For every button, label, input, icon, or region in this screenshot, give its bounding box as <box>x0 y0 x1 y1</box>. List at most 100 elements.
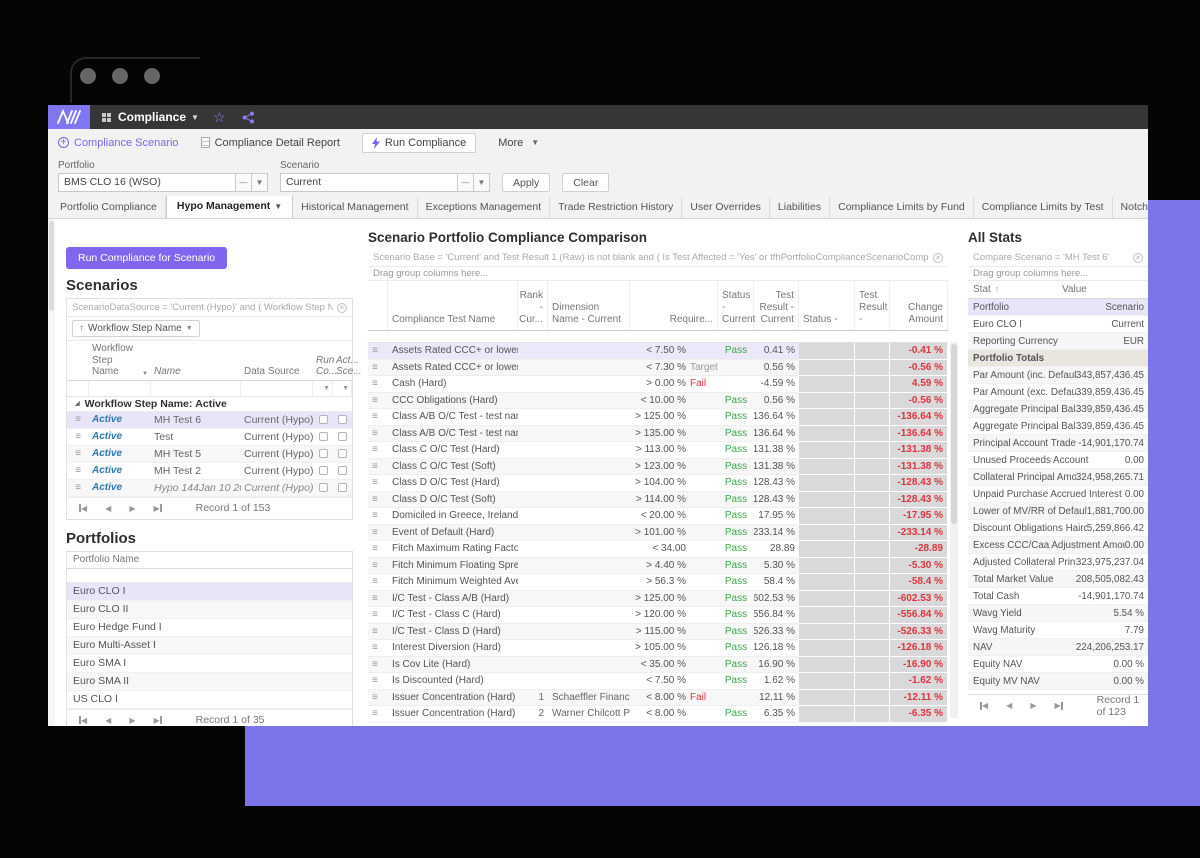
scenario-row[interactable]: ≡ Active MH Test 6 Current (Hypo) <box>67 411 352 429</box>
apply-button[interactable]: Apply <box>502 173 551 192</box>
compliance-row[interactable]: ≡ Issuer Concentration (Hard) 2 Warner C… <box>368 706 948 723</box>
portfolio-row[interactable]: Euro Multi-Asset I <box>67 636 352 655</box>
stat-row[interactable]: Collateral Principal Amount 324,958,265.… <box>968 469 1148 486</box>
stat-row[interactable]: Equity NAV 0.00 % <box>968 656 1148 673</box>
stat-row[interactable]: Total Market Value 208,505,082.43 <box>968 571 1148 588</box>
last-page-button[interactable]: ▶ <box>153 715 162 725</box>
compliance-row[interactable]: ≡ Class C O/C Test (Soft) > 123.00 % Pas… <box>368 458 948 475</box>
run-compliance-checkbox[interactable] <box>313 466 333 475</box>
drag-handle-icon[interactable]: ≡ <box>75 414 81 425</box>
active-scenario-checkbox[interactable] <box>333 415 352 424</box>
portfolio-filter-row[interactable] <box>67 569 352 583</box>
compliance-row[interactable]: ≡ I/C Test - Class D (Hard) > 115.00 % P… <box>368 623 948 640</box>
compliance-detail-report-button[interactable]: Compliance Detail Report <box>200 137 340 149</box>
group-row[interactable]: ◢ Workflow Step Name: Active <box>67 397 352 412</box>
share-icon[interactable] <box>242 111 255 124</box>
active-scenario-checkbox[interactable] <box>333 483 352 492</box>
run-compliance-for-scenario-button[interactable]: Run Compliance for Scenario <box>66 247 228 269</box>
run-compliance-checkbox[interactable] <box>313 449 333 458</box>
apps-grid-icon[interactable] <box>102 112 106 117</box>
run-compliance-button[interactable]: Run Compliance <box>361 132 477 153</box>
scenario-row[interactable]: ≡ Active MH Test 2 Current (Hypo) <box>67 463 352 480</box>
stat-row[interactable]: Wavg Coupon <box>968 690 1148 695</box>
stat-row[interactable]: Unpaid Purchase Accrued Interest 0.00 <box>968 486 1148 503</box>
stat-row[interactable]: Principal Account Trade Date Cash -14,90… <box>968 435 1148 452</box>
first-page-button[interactable]: ◀ <box>79 715 88 725</box>
header-stat[interactable]: Stat ↑ <box>973 284 1000 295</box>
tab[interactable]: Trade Restriction History▼ <box>550 197 683 218</box>
prev-page-button[interactable]: ◀ <box>105 503 112 513</box>
clear-filter-icon[interactable]: × <box>1133 252 1143 263</box>
active-scenario-checkbox[interactable] <box>333 449 352 458</box>
last-page-button[interactable]: ▶ <box>153 503 162 513</box>
tab[interactable]: Exceptions Management▼ <box>418 197 551 218</box>
drag-handle-icon[interactable]: ≡ <box>368 690 388 706</box>
drag-handle-icon[interactable]: ≡ <box>368 393 388 409</box>
clear-filter-icon[interactable]: × <box>933 252 943 263</box>
comparison-filter-cells[interactable] <box>368 331 948 343</box>
clear-field-button[interactable]: — <box>236 173 252 192</box>
clear-field-button[interactable]: — <box>458 173 474 192</box>
drag-handle-icon[interactable]: ≡ <box>368 508 388 525</box>
stat-row[interactable]: Wavg Yield 5.54 % <box>968 605 1148 622</box>
portfolio-row[interactable]: Euro CLO II <box>67 600 352 619</box>
filter-dropdown[interactable]: ▼ <box>313 380 333 396</box>
stat-row[interactable]: NAV 224,206,253.17 <box>968 639 1148 656</box>
drag-handle-icon[interactable]: ≡ <box>368 607 388 624</box>
drag-handle-icon[interactable]: ≡ <box>368 541 388 558</box>
compliance-row[interactable]: ≡ Class C O/C Test (Hard) > 113.00 % Pas… <box>368 442 948 459</box>
run-compliance-checkbox[interactable] <box>313 483 333 492</box>
group-drop-zone[interactable]: Drag group columns here... <box>968 267 1148 281</box>
dropdown-arrow-icon[interactable]: ▼ <box>252 173 268 192</box>
tab[interactable]: Liabilities▼ <box>770 197 831 218</box>
scenario-row[interactable]: ≡ Active Hypo 144Jan 10 20... Current (H… <box>67 479 352 497</box>
portfolio-value[interactable]: BMS CLO 16 (WSO) <box>58 173 236 192</box>
drag-handle-icon[interactable]: ≡ <box>368 475 388 492</box>
header-status-current[interactable]: Status - Current <box>718 281 755 330</box>
tab[interactable]: User Overrides▼ <box>682 197 770 218</box>
scenario-select[interactable]: Current — ▼ <box>280 173 490 192</box>
compliance-row[interactable]: ≡ Event of Default (Hard) > 101.00 % Pas… <box>368 524 948 541</box>
drag-handle-icon[interactable]: ≡ <box>368 673 388 690</box>
app-module-title[interactable]: Compliance <box>118 110 187 124</box>
header-result-current[interactable]: Test Result - Current <box>754 281 799 330</box>
compliance-row[interactable]: ≡ Class A/B O/C Test - test name change … <box>368 425 948 442</box>
tab[interactable]: Historical Management▼ <box>293 197 418 218</box>
run-compliance-checkbox[interactable] <box>313 415 333 424</box>
header-result-scenario[interactable]: Test Result - <box>855 281 890 330</box>
header-test-name[interactable]: Compliance Test Name <box>388 281 518 330</box>
vertical-scrollbar[interactable] <box>950 342 958 718</box>
compliance-row[interactable]: ≡ Fitch Minimum Weighted Average Recover… <box>368 574 948 591</box>
stat-row[interactable]: Wavg Maturity 7.79 <box>968 622 1148 639</box>
scenario-value[interactable]: Current <box>280 173 458 192</box>
stat-row[interactable]: Discount Obligations Haircut 5,259,866.4… <box>968 520 1148 537</box>
stat-row[interactable]: Equity MV NAV 0.00 % <box>968 673 1148 690</box>
drag-handle-icon[interactable]: ≡ <box>368 492 388 508</box>
portfolio-row[interactable]: Euro SMA I <box>67 655 352 673</box>
stat-row[interactable]: Portfolio Scenario <box>968 299 1148 316</box>
header-dimension[interactable]: Dimension Name - Current <box>548 281 630 330</box>
stat-row[interactable]: Par Amount (inc. Defaults) 343,857,436.4… <box>968 367 1148 384</box>
header-run-compliance[interactable]: Run Co... <box>316 354 338 378</box>
drag-handle-icon[interactable]: ≡ <box>75 465 81 476</box>
drag-handle-icon[interactable]: ≡ <box>368 657 388 673</box>
drag-handle-icon[interactable]: ≡ <box>368 343 388 360</box>
compliance-row[interactable]: ≡ Is Cov Lite (Hard) < 35.00 % Pass 16.9… <box>368 656 948 673</box>
portfolio-row[interactable]: Euro CLO I <box>67 582 352 601</box>
drag-handle-icon[interactable]: ≡ <box>368 591 388 607</box>
portfolio-row[interactable]: Euro SMA II <box>67 672 352 691</box>
scrollbar-thumb[interactable] <box>951 344 957 524</box>
drag-handle-icon[interactable]: ≡ <box>75 448 81 459</box>
compliance-row[interactable]: ≡ Fitch Maximum Rating Factor Test (Hard… <box>368 541 948 558</box>
header-value[interactable]: Value <box>1062 284 1087 295</box>
prev-page-button[interactable]: ◀ <box>1006 701 1013 710</box>
next-page-button[interactable]: ▶ <box>129 503 136 513</box>
next-page-button[interactable]: ▶ <box>1030 701 1037 710</box>
header-change-amount[interactable]: Change Amount <box>890 281 948 330</box>
drag-handle-icon[interactable]: ≡ <box>368 706 388 723</box>
app-logo-icon[interactable] <box>48 105 90 129</box>
stat-row[interactable]: Aggregate Principal Balance (Cover... 33… <box>968 401 1148 418</box>
compliance-row[interactable]: ≡ Interest Diversion (Hard) > 105.00 % P… <box>368 640 948 657</box>
drag-handle-icon[interactable]: ≡ <box>368 442 388 459</box>
stat-row[interactable]: Portfolio Totals <box>968 350 1148 367</box>
